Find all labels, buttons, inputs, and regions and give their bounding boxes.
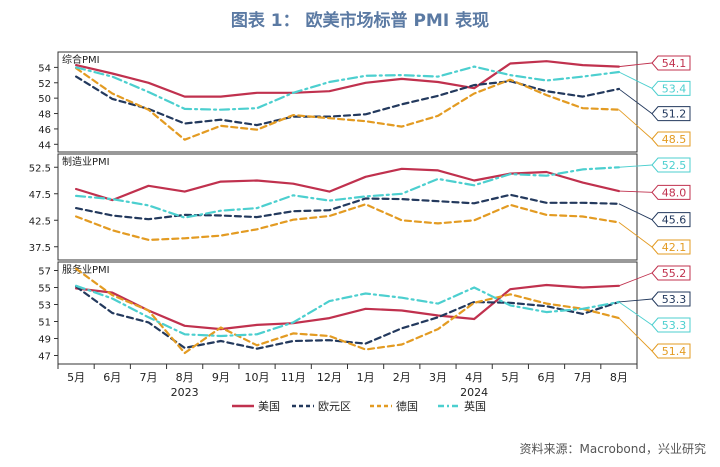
- end-label-tag: [651, 80, 691, 96]
- panel-3: 服务业PMI 47 49 51 53 55 57 55.2 53.3 53.3 51.4: [38, 261, 691, 365]
- series-line-美国: [74, 283, 621, 331]
- x-tick-label: 7月: [139, 371, 157, 384]
- y-tick-label: 47.5: [29, 190, 51, 201]
- end-label-connector: [618, 62, 653, 68]
- panel-frame: [57, 51, 638, 153]
- x-tick-label: 6月: [538, 371, 556, 384]
- end-label-tag: [651, 343, 691, 359]
- end-label-tag: [651, 106, 691, 122]
- end-label-connector: [618, 272, 653, 287]
- series-line-欧元区: [74, 285, 621, 350]
- end-label-tag: [651, 212, 691, 228]
- end-value-label: 53.3: [662, 293, 687, 306]
- legend-label: 英国: [464, 399, 486, 413]
- legend-label: 欧元区: [318, 400, 351, 413]
- series-line-美国: [74, 60, 621, 98]
- y-tick-label: 51: [38, 318, 51, 329]
- end-label-connector: [618, 301, 653, 326]
- end-label-connector: [618, 109, 653, 140]
- x-tick-label: 3月: [429, 371, 447, 384]
- panel-label: 制造业PMI: [62, 155, 110, 168]
- legend-label: 德国: [396, 399, 418, 413]
- y-tick-label: 57: [38, 267, 51, 278]
- end-label-tag: [651, 291, 691, 307]
- panel-1: 综合PMI 44 46 48 50 52 54 54.1 53.4 51.2 48.5: [38, 51, 691, 153]
- panel-label: 服务业PMI: [62, 263, 110, 276]
- year-label: 2023: [171, 386, 199, 399]
- end-value-label: 48.5: [662, 133, 687, 146]
- end-label-connector: [618, 203, 653, 221]
- end-value-label: 51.2: [662, 108, 687, 121]
- series-line-欧元区: [74, 193, 621, 221]
- x-tick-label: 6月: [103, 371, 121, 384]
- page-title: 图表 1： 欧美市场标普 PMI 表现: [230, 11, 490, 31]
- x-tick-label: 2月: [393, 371, 411, 384]
- end-label-connector: [618, 298, 653, 303]
- end-label-connector: [618, 71, 653, 89]
- y-tick-label: 54: [38, 63, 51, 74]
- y-tick-label: 50: [38, 94, 51, 105]
- end-label-connector: [618, 88, 653, 115]
- panel-2: 制造业PMI 37.5 42.5 47.5 52.5 52.5 48.0 45.6 42.1: [29, 153, 691, 261]
- x-tick-label: 10月: [245, 371, 270, 384]
- end-value-label: 42.1: [662, 241, 687, 254]
- end-value-label: 54.1: [662, 57, 687, 70]
- end-label-tag: [651, 239, 691, 255]
- end-label-tag: [651, 157, 691, 173]
- end-label-connector: [618, 317, 653, 352]
- x-tick-label: 9月: [212, 371, 230, 384]
- year-label: 2024: [460, 386, 488, 399]
- y-tick-label: 46: [38, 125, 51, 136]
- panel-frame: [57, 153, 638, 261]
- y-tick-label: 55: [38, 284, 51, 295]
- series-line-英国: [74, 166, 621, 219]
- y-tick-label: 44: [38, 140, 51, 151]
- end-value-label: 45.6: [662, 214, 687, 227]
- end-label-tag: [651, 131, 691, 147]
- x-tick-label: 5月: [501, 371, 519, 384]
- x-tick-label: 12月: [317, 371, 342, 384]
- end-value-label: 48.0: [662, 186, 687, 199]
- end-label-connector: [618, 222, 653, 248]
- end-label-tag: [651, 55, 691, 71]
- source-note: 资料来源：Macrobond，兴业研究: [519, 442, 707, 456]
- end-label-tag: [651, 184, 691, 200]
- y-tick-label: 37.5: [29, 243, 51, 254]
- series-line-英国: [74, 65, 621, 111]
- end-label-connector: [618, 190, 653, 193]
- end-label-tag: [651, 317, 691, 333]
- y-tick-label: 47: [38, 352, 51, 363]
- x-tick-label: 8月: [176, 371, 194, 384]
- panel-label: 综合PMI: [62, 53, 100, 66]
- series-line-英国: [74, 284, 621, 338]
- end-value-label: 53.3: [662, 319, 687, 332]
- series-line-德国: [74, 203, 621, 241]
- x-tick-label: 4月: [465, 371, 483, 384]
- series-line-德国: [74, 267, 621, 355]
- y-tick-label: 48: [38, 110, 51, 121]
- end-value-label: 55.2: [662, 267, 687, 280]
- x-tick-label: 7月: [574, 371, 592, 384]
- x-tick-label: 11月: [281, 371, 306, 384]
- legend-label: 美国: [258, 400, 280, 413]
- series-line-欧元区: [74, 75, 621, 127]
- x-tick-label: 8月: [610, 371, 628, 384]
- y-tick-label: 53: [38, 301, 51, 312]
- y-tick-label: 52.5: [29, 163, 51, 174]
- x-tick-label: 1月: [357, 371, 375, 384]
- end-value-label: 52.5: [662, 159, 687, 172]
- x-tick-label: 5月: [67, 371, 85, 384]
- series-line-德国: [74, 67, 621, 141]
- y-tick-label: 49: [38, 335, 51, 346]
- y-tick-label: 42.5: [29, 216, 51, 227]
- end-label-tag: [651, 265, 691, 281]
- y-tick-label: 52: [38, 79, 51, 90]
- end-value-label: 51.4: [662, 345, 687, 358]
- series-line-美国: [74, 167, 621, 202]
- end-label-connector: [618, 164, 653, 168]
- end-value-label: 53.4: [662, 82, 687, 95]
